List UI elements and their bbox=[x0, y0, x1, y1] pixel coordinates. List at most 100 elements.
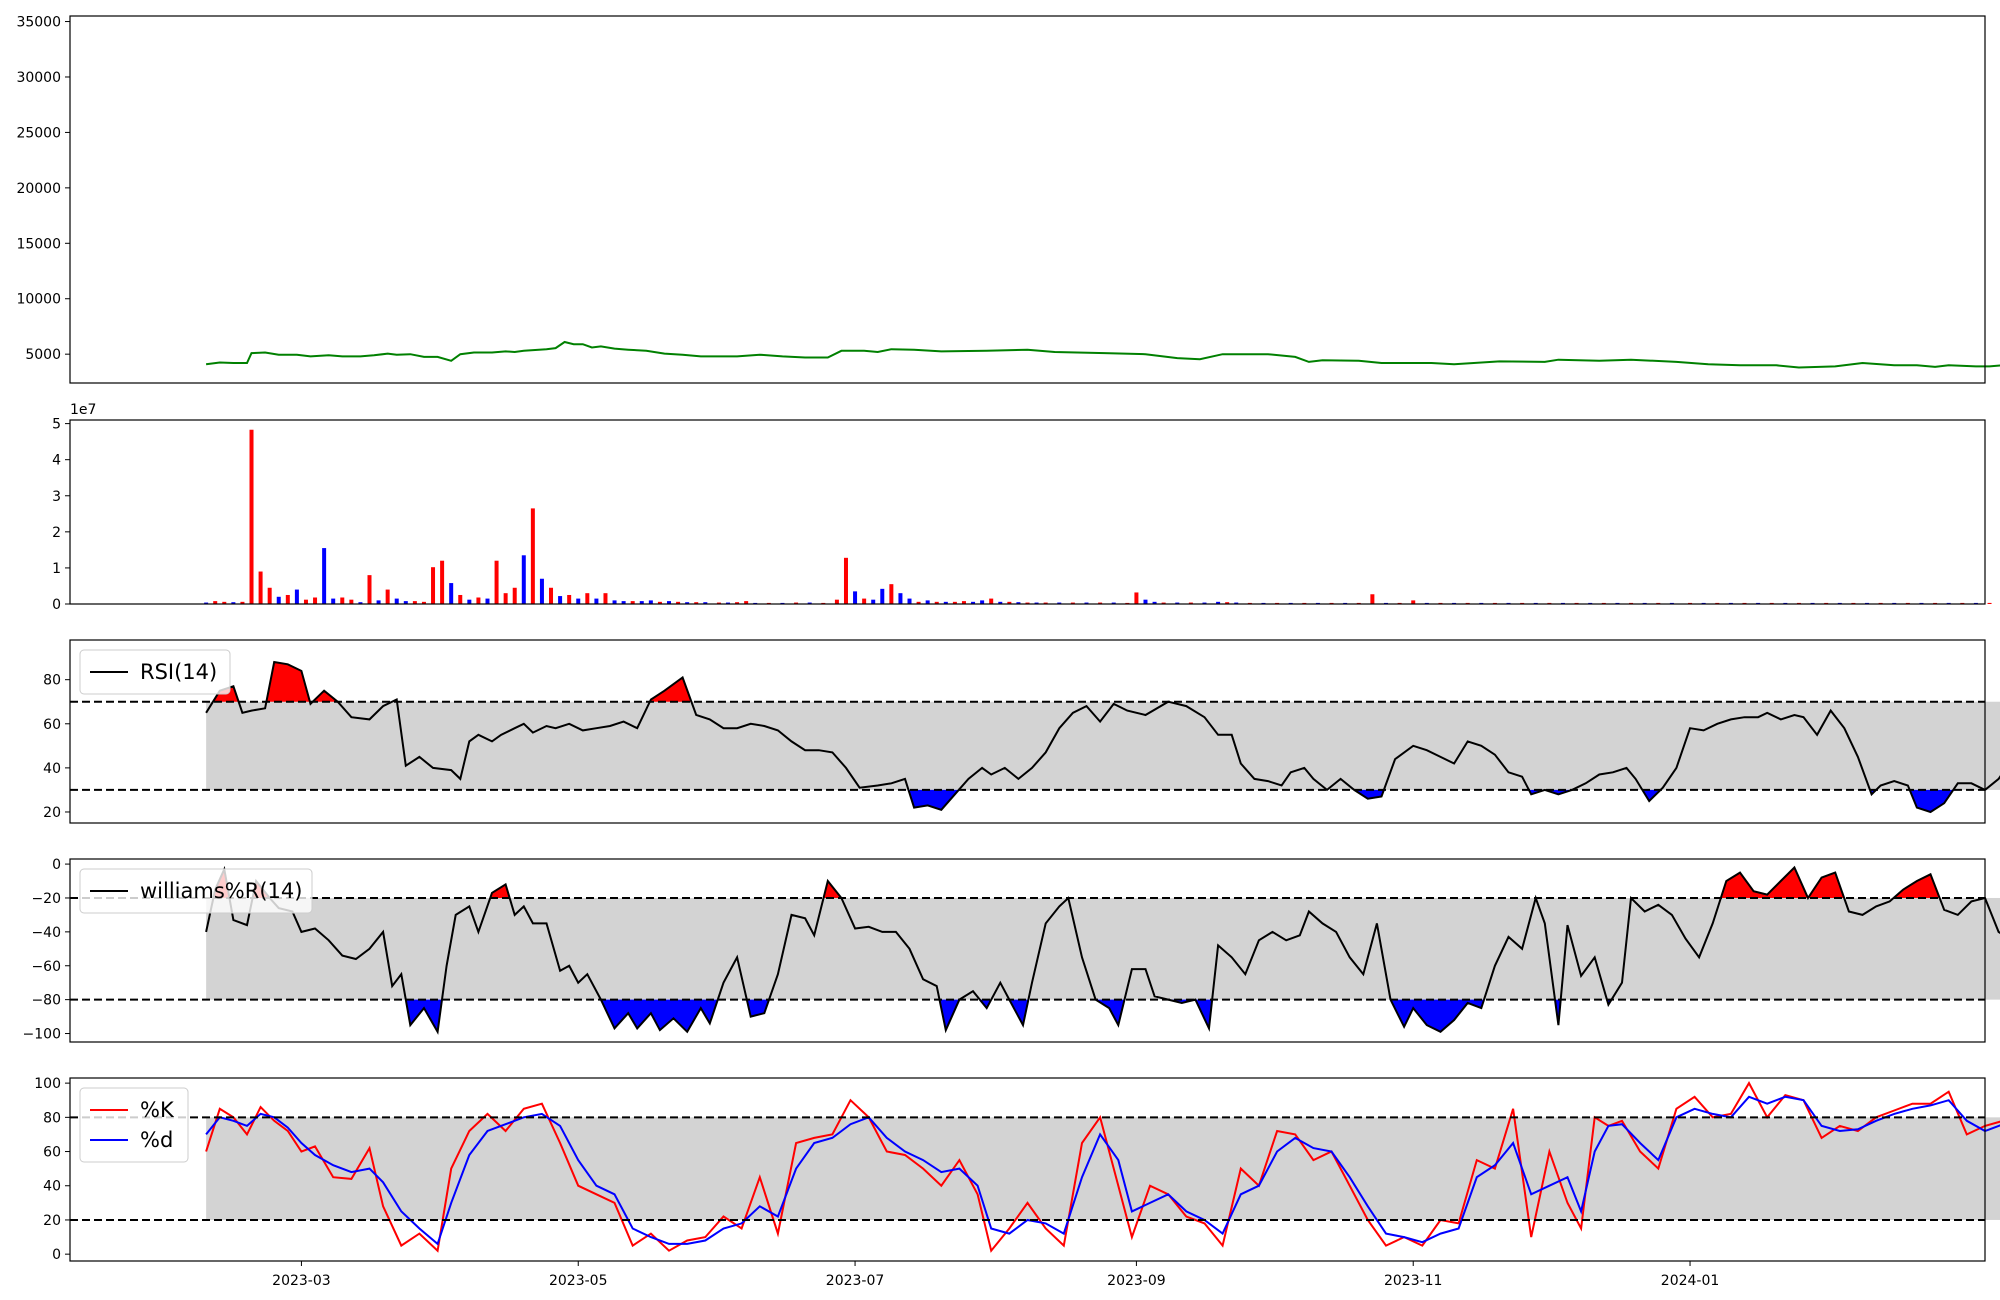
volume-bar bbox=[1411, 600, 1416, 604]
volume-bar bbox=[1225, 602, 1230, 604]
volume-bar bbox=[585, 593, 590, 604]
volume-bar bbox=[843, 557, 848, 604]
rsi-ytick-label: 80 bbox=[43, 673, 61, 689]
volume-ytick-label: 0 bbox=[52, 597, 61, 613]
rsi-legend-label: RSI(14) bbox=[140, 660, 217, 684]
volume-bar bbox=[594, 598, 599, 604]
volume-bar bbox=[934, 601, 939, 604]
volume-bar bbox=[1216, 601, 1221, 604]
volume-bar bbox=[539, 578, 544, 604]
volume-bar bbox=[657, 601, 662, 604]
volume-bar bbox=[880, 588, 885, 604]
volume-bar bbox=[476, 597, 481, 604]
volume-bar bbox=[603, 593, 608, 604]
stochastic-ytick-label: 20 bbox=[43, 1213, 61, 1229]
price-ytick-label: 30000 bbox=[16, 70, 61, 86]
volume-bar bbox=[322, 548, 327, 604]
x-axis-tick-label: 2023-03 bbox=[272, 1273, 331, 1289]
volume-bar bbox=[294, 589, 299, 604]
williams-oversold-fill bbox=[746, 999, 769, 1017]
volume-bar bbox=[394, 598, 399, 604]
volume-bar bbox=[285, 594, 290, 604]
volume-ytick-label: 3 bbox=[52, 489, 61, 505]
volume-bar bbox=[1143, 599, 1148, 604]
stochastic-ytick-label: 60 bbox=[43, 1145, 61, 1161]
stochastic-ytick-label: 100 bbox=[34, 1076, 61, 1092]
volume-bar bbox=[467, 599, 472, 604]
williams-oversold-fill bbox=[600, 999, 718, 1032]
stochastic-ytick-label: 0 bbox=[52, 1247, 61, 1263]
stochastic-legend-label: %d bbox=[140, 1128, 173, 1152]
stochastic-neutral-band bbox=[206, 1117, 2000, 1220]
volume-bar bbox=[222, 601, 227, 604]
stochastic-k-line bbox=[205, 1081, 2000, 1253]
x-axis-tick-label: 2023-11 bbox=[1384, 1273, 1443, 1289]
williams-ytick-label: −60 bbox=[31, 959, 61, 975]
rsi-overbought-fill bbox=[266, 662, 310, 702]
volume-bar bbox=[1084, 602, 1089, 604]
x-axis-tick-label: 2023-07 bbox=[826, 1273, 885, 1289]
volume-bar bbox=[213, 601, 218, 604]
stochastic-ytick-label: 80 bbox=[43, 1110, 61, 1126]
x-axis-tick-label: 2023-05 bbox=[549, 1273, 608, 1289]
volume-bar bbox=[1188, 602, 1193, 604]
volume-bar bbox=[267, 587, 272, 604]
volume-bar bbox=[898, 593, 903, 604]
rsi-oversold-fill bbox=[1642, 789, 1661, 801]
volume-bar bbox=[1202, 602, 1207, 604]
williams-legend-label: williams%R(14) bbox=[140, 879, 302, 903]
volume-bar bbox=[807, 602, 812, 604]
volume-bar bbox=[943, 601, 948, 604]
rsi-ytick-label: 20 bbox=[43, 805, 61, 821]
stochastic-legend-label: %K bbox=[140, 1098, 175, 1122]
williams-line bbox=[205, 865, 2000, 1035]
rsi-line bbox=[205, 660, 2000, 814]
rsi-axes-frame bbox=[69, 639, 1986, 824]
volume-bar bbox=[249, 429, 254, 604]
rsi-neutral-band bbox=[206, 701, 2000, 790]
volume-bar bbox=[303, 599, 308, 604]
volume-bar bbox=[530, 508, 535, 604]
volume-bar bbox=[276, 596, 281, 604]
williams-r-panel: −100 −80 −60 −40 −20 0 williams%R(14) bbox=[23, 857, 2000, 1043]
price-ytick-label: 15000 bbox=[16, 236, 61, 252]
volume-bar bbox=[558, 596, 563, 604]
williams-ytick-label: −80 bbox=[31, 993, 61, 1009]
rsi-legend-box bbox=[79, 649, 231, 695]
volume-bar bbox=[694, 602, 699, 604]
volume-bar bbox=[240, 601, 245, 604]
volume-bar bbox=[313, 597, 318, 604]
rsi-oversold-fill bbox=[1909, 789, 1954, 812]
volume-bar bbox=[952, 601, 957, 604]
volume-bar bbox=[980, 600, 985, 604]
volume-ytick-label: 1 bbox=[52, 561, 61, 577]
volume-bar bbox=[512, 587, 517, 604]
price-ytick-label: 5000 bbox=[25, 347, 61, 363]
x-axis-tick-label: 2023-09 bbox=[1107, 1273, 1166, 1289]
volume-bar bbox=[685, 602, 690, 604]
volume-bar bbox=[1025, 602, 1030, 604]
williams-overbought-fill bbox=[1893, 874, 1940, 898]
rsi-ytick-label: 40 bbox=[43, 761, 61, 777]
volume-bar bbox=[458, 594, 463, 604]
williams-oversold-fill bbox=[1095, 999, 1125, 1026]
volume-bar bbox=[744, 601, 749, 604]
volume-bar bbox=[648, 600, 653, 604]
williams-overbought-fill bbox=[1720, 867, 1808, 898]
price-ytick-label: 10000 bbox=[16, 292, 61, 308]
volume-bar bbox=[231, 602, 236, 604]
volume-bar bbox=[794, 602, 799, 604]
volume-bar bbox=[358, 602, 363, 604]
volume-bar bbox=[703, 602, 708, 604]
volume-bar bbox=[576, 598, 581, 604]
volume-bar bbox=[989, 598, 994, 604]
volume-bar bbox=[667, 601, 672, 604]
volume-bar bbox=[1043, 602, 1048, 604]
stochastic-d-line bbox=[205, 1095, 2000, 1246]
volume-bar bbox=[925, 600, 930, 604]
rsi-panel: 20 40 60 80 RSI(14) bbox=[43, 639, 2000, 824]
volume-bar bbox=[735, 602, 740, 604]
volume-bar bbox=[503, 593, 508, 604]
volume-bar bbox=[1987, 602, 1992, 604]
